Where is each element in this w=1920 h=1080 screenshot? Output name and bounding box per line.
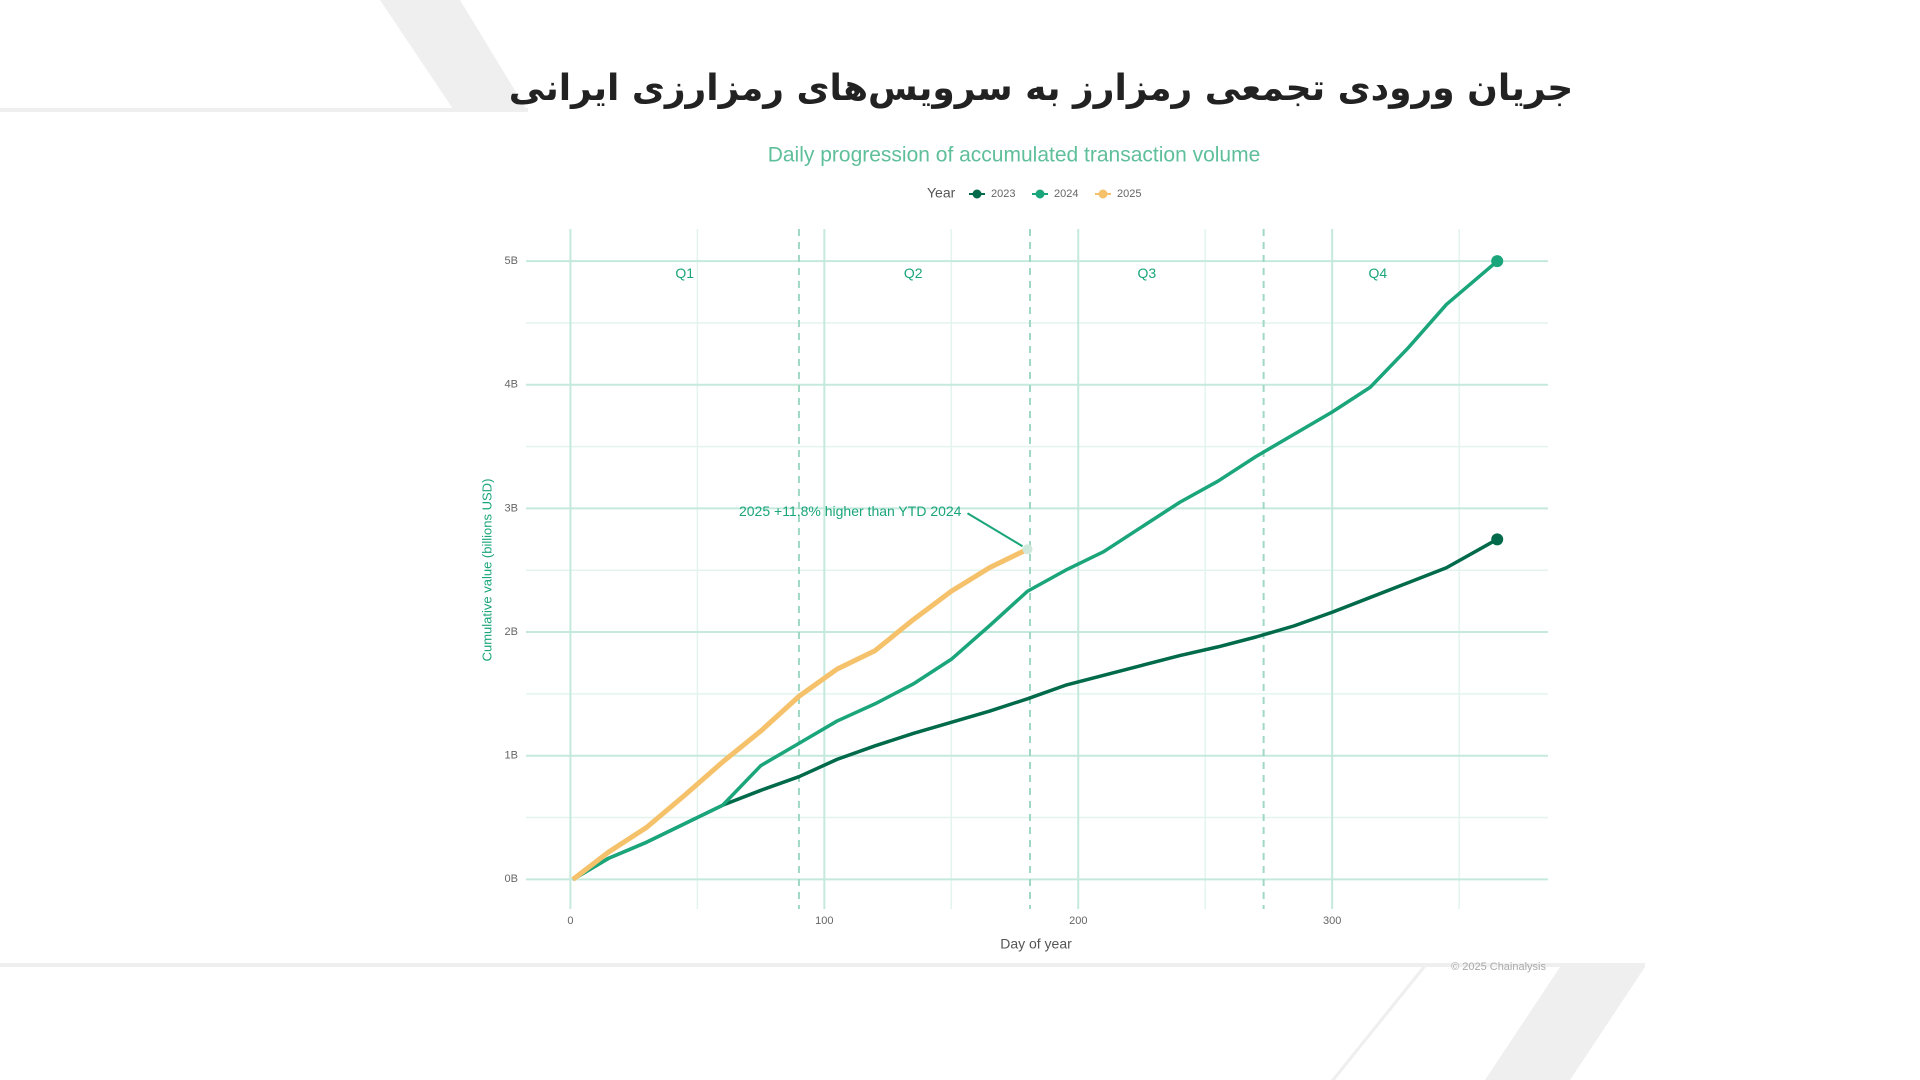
x-tick-label: 0 xyxy=(567,915,573,927)
legend-label: 2025 xyxy=(1117,188,1141,200)
series-line xyxy=(571,546,1029,882)
legend-swatch xyxy=(1035,189,1045,199)
chart-subtitle: Daily progression of accumulated transac… xyxy=(768,144,1261,167)
y-axis-label: Cumulative value (billions USD) xyxy=(479,479,494,662)
decor xyxy=(0,108,528,112)
y-tick-label: 2B xyxy=(505,626,518,638)
y-tick-label: 0B xyxy=(505,873,518,885)
x-tick-label: 100 xyxy=(815,915,833,927)
decor xyxy=(380,0,528,112)
y-tick-label: 4B xyxy=(505,379,518,391)
annotation: 2025 +11.8% higher than YTD 2024 xyxy=(739,503,962,519)
legend-swatch xyxy=(1098,189,1108,199)
series-line xyxy=(572,259,1499,881)
quarter-label: Q2 xyxy=(904,265,923,281)
x-axis-label: Day of year xyxy=(1000,936,1072,952)
legend-label: 2023 xyxy=(991,188,1015,200)
annotation-leader xyxy=(966,512,1023,548)
quarter-label: Q3 xyxy=(1137,265,1156,281)
end-point xyxy=(1491,255,1504,268)
legend-label: 2024 xyxy=(1054,188,1078,200)
decor xyxy=(1485,967,1645,1080)
legend-swatch xyxy=(972,189,982,199)
legend-title: Year xyxy=(927,185,956,201)
y-tick-label: 1B xyxy=(505,750,518,762)
quarter-label: Q4 xyxy=(1369,265,1388,281)
x-tick-label: 200 xyxy=(1069,915,1087,927)
decor xyxy=(0,963,1645,967)
quarter-label: Q1 xyxy=(675,265,694,281)
x-tick-label: 300 xyxy=(1323,915,1341,927)
end-point xyxy=(1491,533,1504,546)
decor xyxy=(1331,967,1426,1080)
chart-title: جریان ورودی تجمعی رمزارز به سرویس‌های رم… xyxy=(509,68,1573,109)
y-tick-label: 5B xyxy=(505,255,518,267)
credit: © 2025 Chainalysis xyxy=(1451,961,1546,973)
y-tick-label: 3B xyxy=(505,502,518,514)
end-point xyxy=(1022,544,1033,555)
series-line xyxy=(572,537,1499,881)
